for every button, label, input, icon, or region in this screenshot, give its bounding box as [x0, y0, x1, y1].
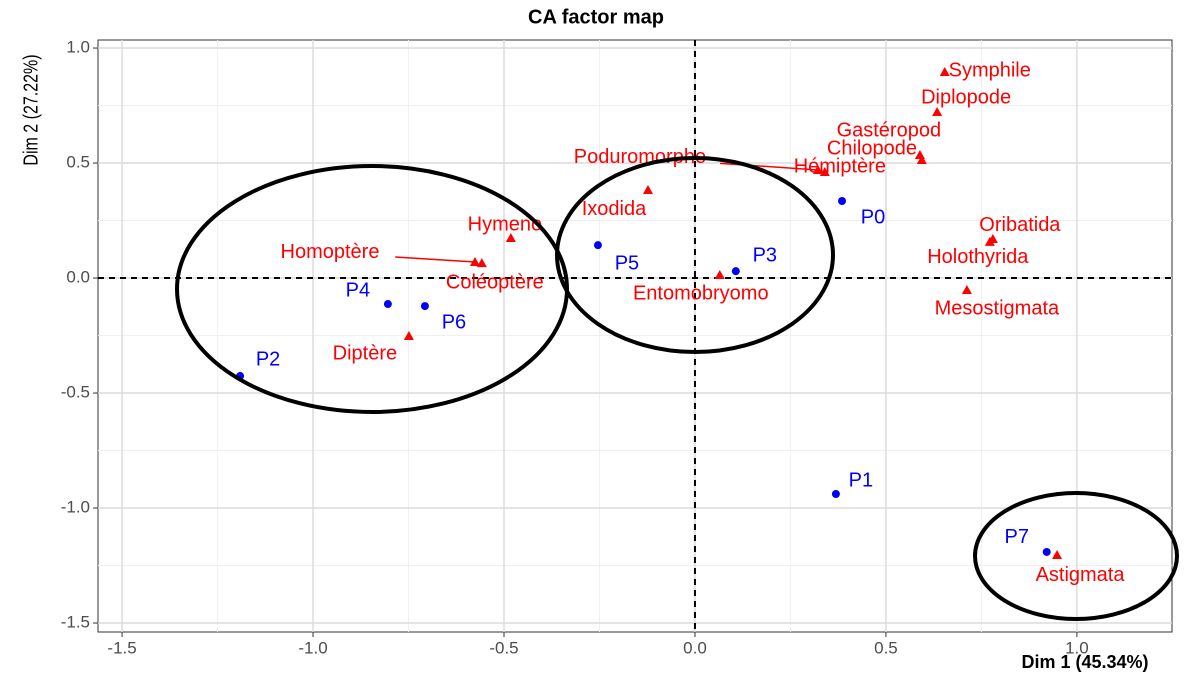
point-label: Coléoptère [446, 271, 544, 293]
point-label: P6 [442, 311, 466, 333]
point [383, 300, 392, 309]
plot-area: -1.5 -1.0 -0.5 0.0 0.5 1.0 -1.5 -1.0 -0.5 0.0 0.5 1… [61, 38, 1173, 657]
point-label: Hémiptère [794, 155, 886, 177]
point [476, 258, 487, 268]
point [469, 256, 480, 266]
point-label: P5 [615, 252, 639, 274]
point-label: Holothyrida [927, 246, 1029, 268]
point-label: P0 [861, 206, 885, 228]
point-label: Poduromorphe [574, 146, 706, 168]
point [1052, 549, 1063, 559]
point [831, 490, 840, 499]
cluster-circle [973, 491, 1179, 621]
point [505, 233, 516, 243]
y-tick-label: -0.5 [61, 383, 90, 402]
point [914, 149, 925, 159]
y-tick-label: 1.0 [66, 38, 90, 57]
y-tick-label: -1.0 [61, 498, 90, 517]
x-axis-label: Dim 1 (45.34%) [1021, 652, 1148, 672]
y-tick-label: -1.5 [61, 613, 90, 632]
cluster-circle [555, 156, 835, 354]
point-label: Chilopode [827, 137, 917, 159]
x-tick-label: -1.0 [298, 638, 327, 657]
point [812, 164, 823, 174]
point [403, 331, 414, 340]
point [593, 241, 602, 250]
point-label: Diplopode [921, 86, 1011, 108]
point-label: P3 [753, 244, 777, 266]
x-tick-label: 1.0 [1065, 638, 1089, 657]
point-label: Mesostigmata [935, 297, 1060, 319]
point-label: P7 [1004, 526, 1028, 548]
x-tick-label: -1.5 [107, 638, 136, 657]
point-label: Entomobryomo [633, 282, 769, 304]
y-tick-label: 0.5 [66, 153, 90, 172]
point-label: Astigmata [1036, 564, 1126, 586]
x-tick-label: -0.5 [489, 638, 518, 657]
point [642, 184, 653, 194]
point [714, 270, 725, 280]
point-label: Homoptère [281, 241, 380, 263]
chart-title: CA factor map [528, 6, 664, 28]
x-tick-label: 0.0 [683, 638, 707, 657]
point [916, 155, 927, 165]
point-label: P1 [849, 469, 873, 491]
point-label: P4 [346, 279, 370, 301]
point-label: P2 [256, 348, 280, 370]
point-label: Diptère [333, 342, 397, 364]
point [420, 302, 429, 311]
point-label: Gastéropod [837, 119, 942, 141]
point [932, 106, 943, 116]
point [1042, 547, 1051, 556]
point-label: Hymeno [468, 213, 542, 235]
point-label: Symphile [949, 59, 1031, 81]
point-label: Oribatida [979, 214, 1061, 236]
leader-line [395, 256, 476, 263]
point [961, 285, 972, 295]
point [838, 196, 847, 205]
point [984, 236, 995, 246]
y-tick-label: 0.0 [66, 268, 90, 287]
y-axis-label: Dim 2 (27.22%) [20, 54, 42, 165]
point [731, 267, 740, 276]
annotation-circles [175, 156, 1179, 621]
x-tick-label: 0.5 [874, 638, 898, 657]
point-label: Ixodida [582, 198, 647, 220]
point [939, 66, 950, 76]
